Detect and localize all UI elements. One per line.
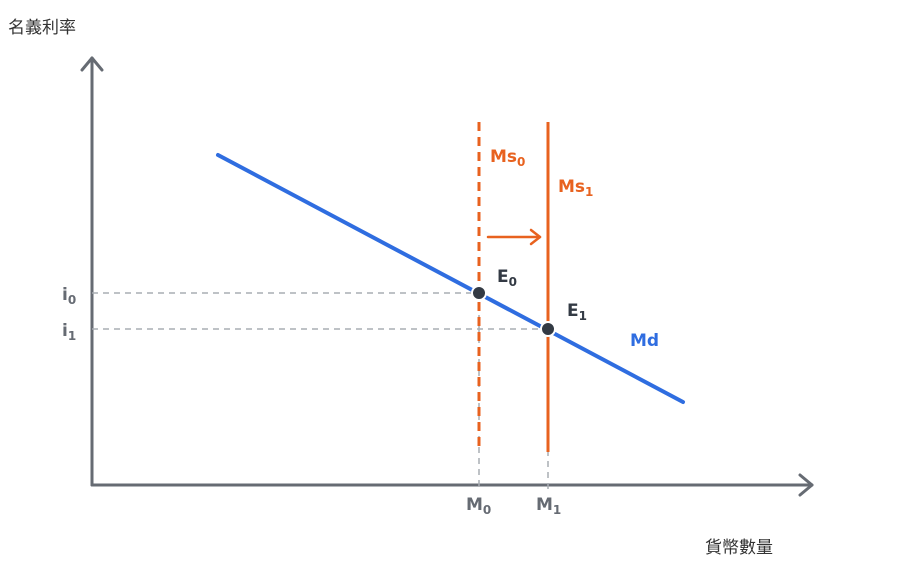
equilibrium-label-text: E — [497, 267, 509, 287]
axes — [80, 56, 814, 497]
rate-label: i0 — [62, 285, 76, 307]
equilibrium-label-text: E — [567, 301, 579, 321]
rate-label-sub: 0 — [68, 293, 76, 307]
quantity-label-text: M — [536, 495, 553, 515]
rate-label-text: i — [62, 321, 68, 341]
quantity-label-sub: 0 — [483, 503, 491, 517]
shift-arrow-head — [529, 228, 542, 246]
supply-label: Ms0 — [490, 147, 525, 169]
rate-label-sub: 1 — [68, 329, 76, 343]
quantity-label-text: M — [466, 495, 483, 515]
equilibrium-label-sub: 1 — [579, 309, 587, 323]
supply-label-text: Ms — [558, 177, 585, 197]
x-axis-arrow — [798, 473, 814, 497]
md-curve — [216, 153, 685, 404]
point-e1 — [540, 321, 556, 337]
supply-label-text: Ms — [490, 147, 517, 167]
equilibrium-label: E1 — [567, 301, 587, 323]
supply-label: Ms1 — [558, 177, 593, 199]
rate-label: i1 — [62, 321, 76, 343]
point-e0 — [471, 285, 487, 301]
rate-label-text: i — [62, 285, 68, 305]
y-axis-label: 名義利率 — [8, 18, 76, 38]
equilibrium-label-sub: 0 — [509, 275, 517, 289]
quantity-label: M0 — [466, 495, 491, 517]
md-label: Md — [630, 331, 659, 351]
quantity-label: M1 — [536, 495, 561, 517]
supply-label-sub: 0 — [517, 155, 525, 169]
supply-label-sub: 1 — [585, 185, 593, 199]
y-axis-arrow — [80, 56, 104, 72]
equilibrium-label: E0 — [497, 267, 517, 289]
x-axis-label: 貨幣數量 — [705, 538, 773, 558]
shift-arrow — [486, 228, 542, 246]
quantity-label-sub: 1 — [553, 503, 561, 517]
